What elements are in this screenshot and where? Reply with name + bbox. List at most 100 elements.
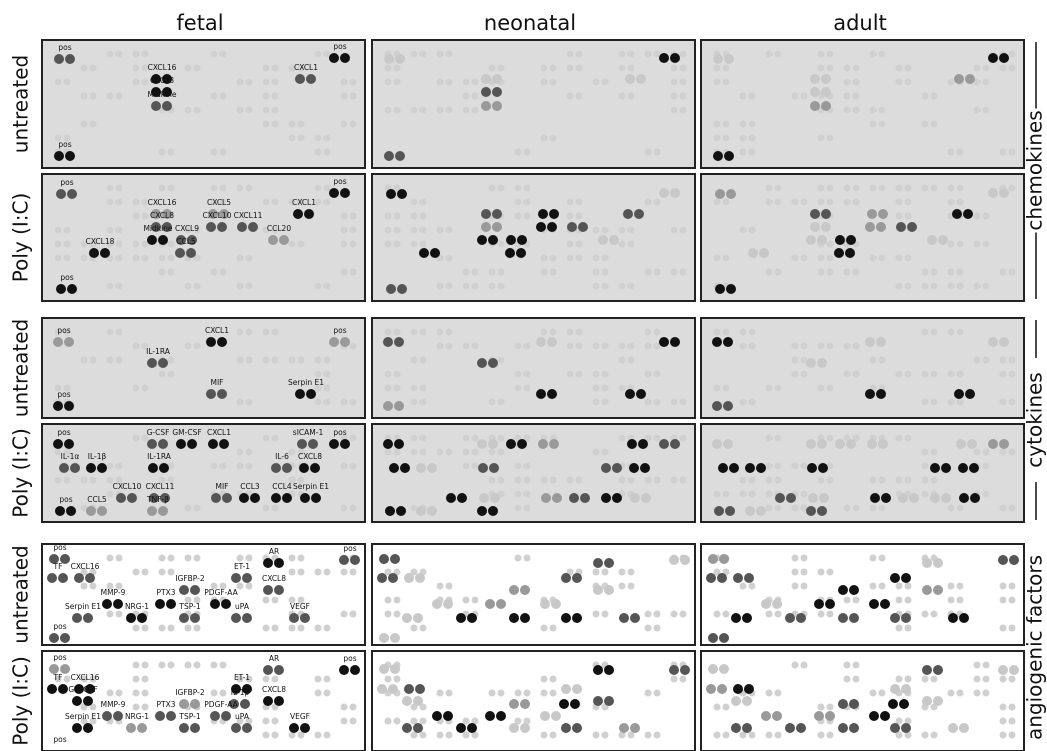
spot [740, 149, 747, 156]
spot [974, 65, 981, 72]
spot [456, 723, 466, 733]
spot [536, 337, 546, 347]
spot [792, 583, 799, 590]
spot [206, 389, 216, 399]
spot [714, 491, 721, 498]
spot [909, 493, 919, 503]
spot [983, 491, 990, 498]
spot [64, 227, 71, 234]
spot [775, 463, 782, 470]
spot [341, 121, 348, 128]
spot [315, 149, 322, 156]
spot [300, 493, 310, 503]
spot [86, 463, 96, 473]
spot [870, 493, 880, 503]
spot [176, 439, 186, 449]
spot-label: CCL5 [176, 237, 196, 246]
spot [272, 732, 279, 739]
spot [844, 371, 851, 378]
spot [142, 569, 149, 576]
spot-label: NRG-1 [125, 602, 149, 611]
spot [489, 185, 496, 192]
spot [999, 337, 1009, 347]
spot [948, 269, 955, 276]
spot [315, 135, 322, 142]
spot [472, 463, 479, 470]
spot [905, 79, 912, 86]
spot [116, 199, 123, 206]
spot [792, 255, 799, 262]
spot [853, 199, 860, 206]
spot-label: Serpin E1 [288, 378, 324, 387]
spot [931, 121, 938, 128]
spot [645, 199, 652, 206]
spot [420, 199, 427, 206]
spot [492, 209, 502, 219]
spot [400, 463, 410, 473]
spot [593, 569, 600, 576]
spot [810, 87, 820, 97]
spot [478, 463, 488, 473]
spot [142, 79, 149, 86]
spot [567, 51, 574, 58]
spot [818, 463, 828, 473]
spot [263, 732, 270, 739]
spot [708, 633, 718, 643]
spot [194, 555, 201, 562]
spot [350, 399, 357, 406]
spot [974, 283, 981, 290]
spot [810, 222, 820, 232]
spot [107, 690, 114, 697]
spot [1009, 269, 1016, 276]
spot [298, 135, 305, 142]
spot [922, 449, 929, 456]
spot [386, 189, 396, 199]
spot [671, 107, 678, 114]
spot [896, 625, 903, 632]
spot [870, 121, 877, 128]
spot [890, 723, 900, 733]
spot [742, 613, 752, 623]
spot [298, 569, 305, 576]
spot [593, 79, 600, 86]
spot [706, 573, 716, 583]
spot [601, 463, 611, 473]
spot [116, 185, 123, 192]
spot [498, 65, 505, 72]
spot [246, 107, 253, 114]
spot-label: CXCL1 [294, 63, 318, 72]
spot-label: MMP-9 [101, 588, 126, 597]
spot [1000, 149, 1007, 156]
spot [718, 463, 728, 473]
spot [113, 711, 123, 721]
spot [350, 213, 357, 220]
spot [515, 343, 522, 350]
spot [567, 93, 574, 100]
spot [818, 199, 825, 206]
spot [810, 101, 820, 111]
spot [509, 585, 519, 595]
spot [211, 51, 218, 58]
spot [567, 222, 577, 232]
spot [853, 107, 860, 114]
spot-label: TF [53, 673, 63, 682]
spot [185, 505, 192, 512]
spot [147, 506, 157, 516]
spot [869, 599, 879, 609]
spot-label: ET-1 [234, 673, 250, 682]
spot [775, 269, 782, 276]
spot [411, 435, 418, 442]
spot [56, 284, 66, 294]
spot-label: pos [53, 735, 66, 744]
spot [818, 569, 825, 576]
spot [988, 53, 998, 63]
spot [792, 371, 799, 378]
spot [536, 222, 546, 232]
spot [231, 613, 241, 623]
spot [957, 371, 964, 378]
spot [411, 107, 418, 114]
spot-label: CXCL5 [207, 198, 231, 207]
spot [315, 690, 322, 697]
spot [654, 329, 661, 336]
spot [133, 690, 140, 697]
